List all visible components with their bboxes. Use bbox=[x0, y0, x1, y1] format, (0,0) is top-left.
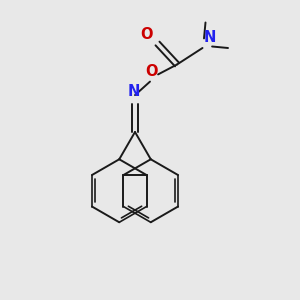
Text: O: O bbox=[145, 64, 158, 80]
Text: O: O bbox=[140, 27, 153, 42]
Text: N: N bbox=[204, 30, 216, 45]
Text: N: N bbox=[127, 84, 140, 99]
